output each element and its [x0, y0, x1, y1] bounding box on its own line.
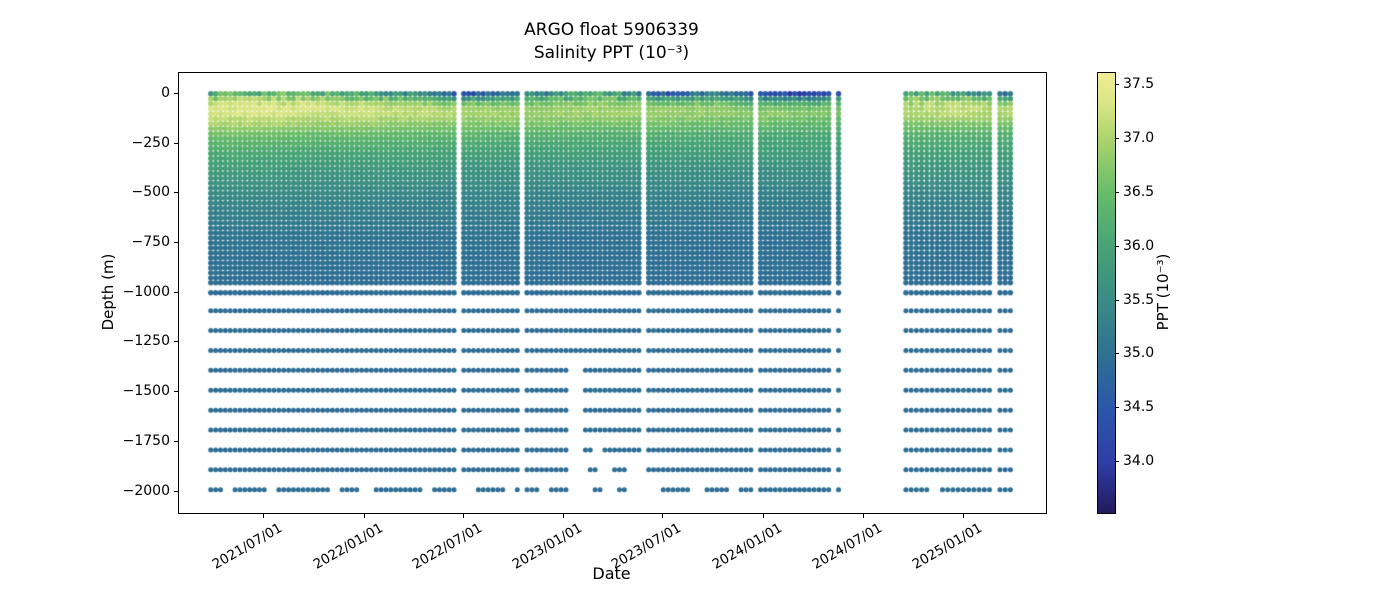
x-tick-mark: [963, 514, 965, 518]
y-tick-label: −1500: [122, 383, 170, 400]
x-tick-mark: [563, 514, 565, 518]
colorbar-tick-label: 35.5: [1123, 291, 1155, 308]
colorbar-tick-mark: [1115, 407, 1119, 409]
y-tick-label: −250: [131, 134, 170, 151]
colorbar-tick-label: 36.5: [1123, 183, 1155, 200]
y-tick-label: −750: [131, 234, 170, 250]
y-tick-mark: [174, 391, 178, 393]
chart-title-line1: ARGO float 5906339: [524, 20, 699, 40]
chart-title-line2: Salinity PPT (10⁻³): [533, 43, 690, 63]
y-tick-mark: [174, 490, 178, 492]
x-tick-mark: [262, 514, 264, 518]
colorbar-tick-label: 35.0: [1123, 345, 1155, 362]
y-tick-mark: [174, 242, 178, 243]
y-tick-mark: [174, 142, 178, 144]
y-tick-label: −2000: [122, 482, 170, 499]
colorbar-tick-mark: [1115, 461, 1119, 463]
colorbar-tick-label: 34.5: [1123, 399, 1155, 416]
colorbar-tick-label: 37.0: [1123, 129, 1155, 146]
colorbar: [1097, 72, 1116, 514]
colorbar-tick-label: 34.0: [1123, 453, 1155, 470]
x-tick-mark: [662, 514, 664, 518]
y-tick-label: −1250: [122, 333, 170, 350]
y-axis-label: Depth (m): [99, 253, 117, 331]
colorbar-tick-mark: [1115, 83, 1119, 85]
x-axis-label: Date: [592, 564, 631, 583]
y-tick-mark: [174, 192, 178, 194]
y-tick-label: 0: [161, 84, 170, 101]
x-tick-mark: [462, 514, 464, 518]
colorbar-tick-label: 36.0: [1123, 237, 1155, 254]
y-tick-label: −500: [131, 184, 170, 201]
y-tick-mark: [174, 440, 178, 442]
colorbar-label: PPT (10⁻³): [1154, 253, 1172, 331]
colorbar-tick-mark: [1115, 245, 1119, 247]
y-tick-label: −1750: [122, 432, 170, 449]
x-tick-mark: [763, 514, 765, 518]
x-tick-mark: [363, 514, 365, 518]
colorbar-tick-mark: [1115, 137, 1119, 139]
y-tick-label: −1000: [122, 283, 170, 300]
scatter-canvas: [179, 73, 1046, 513]
y-tick-mark: [174, 92, 178, 94]
y-tick-mark: [174, 291, 178, 293]
colorbar-tick-mark: [1115, 299, 1119, 301]
chart-title: ARGO float 5906339 Salinity PPT (10⁻³): [178, 19, 1045, 65]
colorbar-tick-label: 37.5: [1123, 75, 1155, 92]
y-tick-mark: [174, 341, 178, 343]
colorbar-tick-mark: [1115, 353, 1119, 355]
plot-area: [178, 72, 1047, 514]
colorbar-tick-mark: [1115, 191, 1119, 193]
x-tick-mark: [862, 514, 864, 518]
